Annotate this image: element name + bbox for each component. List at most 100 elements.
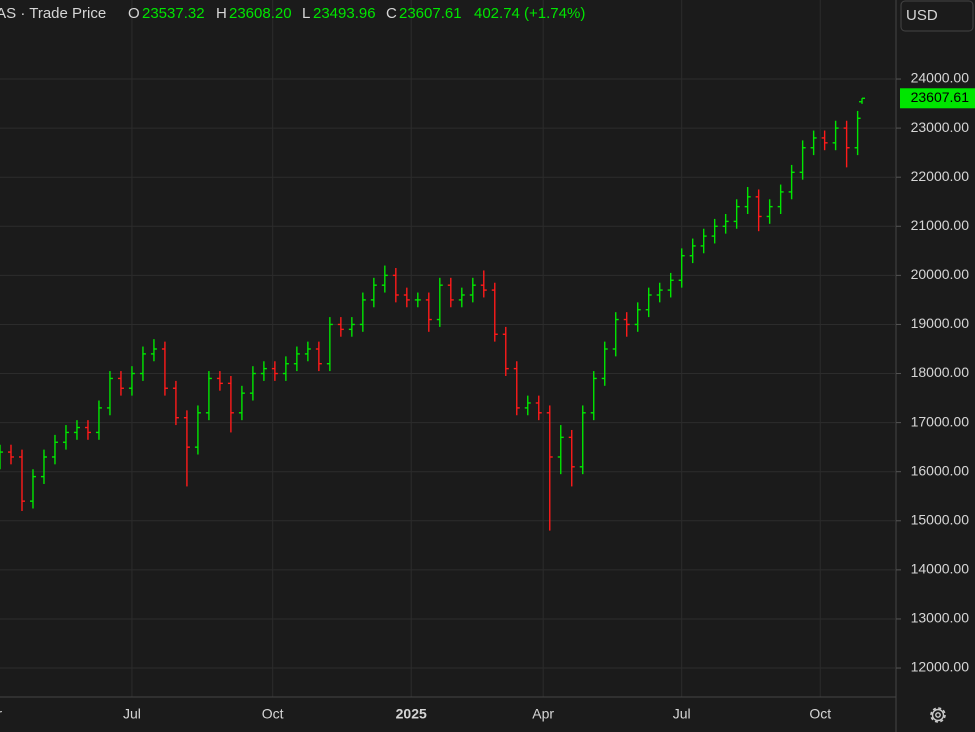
symbol: IAS · Trade Price <box>0 5 106 22</box>
ohlc-bar <box>711 218 718 244</box>
ohlc-bar <box>293 346 300 372</box>
ohlc-bar <box>128 366 135 396</box>
ohlc-bar <box>282 356 289 381</box>
ohlc-bar <box>755 189 762 232</box>
ohlc-bar <box>722 214 729 234</box>
x-tick-label: Oct <box>262 706 284 722</box>
ohlc-bar <box>216 371 223 391</box>
ohlc-bar <box>194 405 201 455</box>
ohlc-bar <box>700 228 707 254</box>
ohlc-bar <box>260 361 267 381</box>
ohlc-bar <box>139 346 146 381</box>
ohlc-bar <box>601 341 608 386</box>
ohlc-bar <box>513 361 520 416</box>
change-value: 402.74 (+1.74%) <box>474 5 585 22</box>
ohlc-bar <box>645 287 652 318</box>
x-tick-label: 2025 <box>396 706 427 722</box>
open-value: 23537.32 <box>142 5 205 22</box>
x-tick-label: Apr <box>0 706 2 722</box>
ohlc-bar <box>326 317 333 372</box>
ohlc-bar <box>359 292 366 332</box>
ohlc-bar <box>568 429 575 487</box>
ohlc-bar <box>370 277 377 308</box>
y-tick-label: 15000.00 <box>911 511 970 527</box>
ohlc-bar <box>612 312 619 357</box>
ohlc-bar <box>656 282 663 303</box>
ohlc-bar <box>117 371 124 396</box>
ohlc-bar <box>480 270 487 298</box>
ohlc-bar <box>733 199 740 229</box>
ohlc-bar <box>667 272 674 298</box>
ohlc-bar <box>205 371 212 421</box>
ohlc-bar <box>392 268 399 303</box>
ohlc-bar <box>183 410 190 487</box>
ohlc-bar <box>95 400 102 440</box>
ohlc-bar <box>579 405 586 475</box>
ohlc-bar <box>227 375 234 433</box>
ohlc-bar <box>557 425 564 475</box>
y-tick-label: 14000.00 <box>911 561 970 577</box>
ohlc-bar <box>436 277 443 327</box>
x-tick-label: Jul <box>673 706 691 722</box>
ohlc-bar <box>249 366 256 401</box>
y-tick-label: 17000.00 <box>911 413 970 429</box>
ohlc-bar <box>689 238 696 264</box>
settings-icon[interactable] <box>930 707 946 723</box>
ohlc-bar <box>425 292 432 332</box>
ohlc-bar <box>62 425 69 450</box>
high-label: H <box>216 5 227 22</box>
ohlc-bar <box>799 140 806 180</box>
ohlc-bar <box>447 277 454 308</box>
ohlc-bar <box>161 341 168 396</box>
ohlc-bar <box>0 444 3 470</box>
ohlc-bar <box>40 449 47 484</box>
ohlc-bar <box>810 130 817 156</box>
last-price-label: 23607.61 <box>911 89 970 105</box>
ohlc-bar <box>590 371 597 421</box>
ohlc-bar <box>524 395 531 416</box>
high-value: 23608.20 <box>229 5 292 22</box>
ohlc-bar <box>623 312 630 337</box>
x-tick-label: Oct <box>809 706 831 722</box>
ohlc-bar <box>458 287 465 308</box>
ohlc-bar <box>502 326 509 376</box>
y-tick-label: 23000.00 <box>911 119 970 135</box>
ohlc-bar <box>348 317 355 337</box>
ohlc-bar <box>172 380 179 426</box>
legend: IAS · Trade Price O 23537.32 H 23608.20 … <box>0 5 585 22</box>
low-label: L <box>302 5 310 22</box>
ohlc-bar <box>859 97 866 104</box>
ohlc-bar <box>414 292 421 308</box>
ohlc-bar <box>315 341 322 372</box>
ohlc-bar <box>491 282 498 342</box>
currency[interactable]: USD <box>906 7 938 24</box>
x-tick-label: Apr <box>532 706 554 722</box>
ohlc-bar <box>832 120 839 151</box>
y-tick-label: 12000.00 <box>911 659 970 675</box>
y-tick-label: 21000.00 <box>911 217 970 233</box>
ohlc-bar <box>271 361 278 381</box>
ohlc-bar <box>821 130 828 151</box>
y-tick-label: 16000.00 <box>911 462 970 478</box>
currency-button[interactable] <box>900 0 974 32</box>
ohlc-bar <box>73 420 80 440</box>
ohlc-bar <box>381 265 388 293</box>
y-tick-label: 20000.00 <box>911 266 970 282</box>
ohlc-bar <box>403 287 410 308</box>
ohlc-bar <box>238 385 245 421</box>
ohlc-bar <box>29 469 36 509</box>
y-tick-label: 13000.00 <box>911 610 970 626</box>
ohlc-bar <box>304 341 311 362</box>
ohlc-bar <box>469 277 476 303</box>
ohlc-bar <box>744 187 751 215</box>
ohlc-bar <box>7 444 14 465</box>
y-tick-label: 24000.00 <box>911 70 970 86</box>
ohlc-bar <box>766 199 773 224</box>
y-tick-label: 19000.00 <box>911 315 970 331</box>
y-tick-label: 22000.00 <box>911 168 970 184</box>
ohlc-bar <box>84 420 91 440</box>
ohlc-bar <box>634 302 641 332</box>
close-value: 23607.61 <box>399 5 462 22</box>
